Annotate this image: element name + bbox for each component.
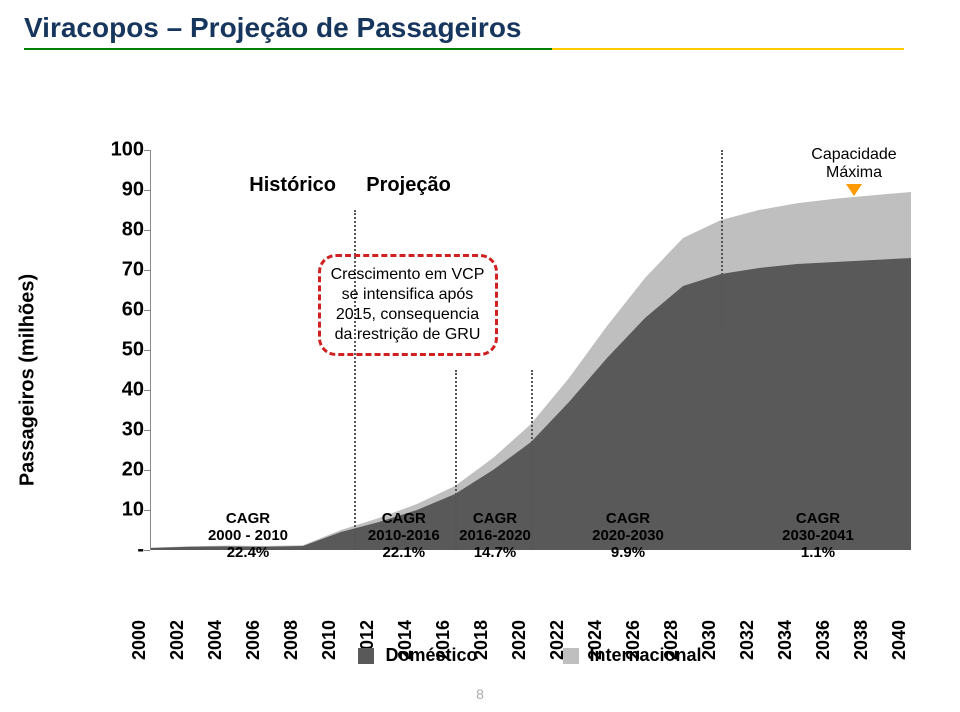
title-underline [24, 48, 904, 50]
y-tick: 10 [122, 499, 144, 522]
capacity-marker-icon [846, 184, 862, 196]
legend-swatch-domestic [358, 648, 374, 664]
x-axis-ticks: 2000200220042006200820102012201420162018… [150, 550, 910, 640]
y-tick: 50 [122, 339, 144, 362]
legend-label-international: Internacional [590, 645, 702, 665]
label-historico: Histórico [249, 174, 336, 197]
y-tick: 30 [122, 419, 144, 442]
capacity-label: CapacidadeMáxima [804, 146, 904, 182]
callout-box: Crescimento em VCPse intensifica após201… [318, 254, 498, 356]
y-tick: 20 [122, 459, 144, 482]
y-tick: 40 [122, 379, 144, 402]
x-tick: 2000 [129, 620, 150, 660]
page-number: 8 [476, 686, 484, 702]
chart: Passageiros (milhões) -10203040506070809… [40, 150, 920, 610]
y-tick: 90 [122, 179, 144, 202]
legend-item-international: Internacional [563, 645, 702, 666]
y-tick: 100 [111, 139, 144, 162]
y-tick: 70 [122, 259, 144, 282]
label-projecao: Projeção [366, 174, 450, 197]
page-title: Viracopos – Projeção de Passageiros [24, 12, 936, 44]
legend-label-domestic: Doméstico [385, 645, 477, 665]
y-tick: 80 [122, 219, 144, 242]
y-tick: 60 [122, 299, 144, 322]
plot-area: Histórico Projeção Crescimento em VCPse in… [150, 150, 910, 550]
slide: Viracopos – Projeção de Passageiros Pass… [0, 0, 960, 712]
y-axis-label: Passageiros (milhões) [17, 274, 40, 486]
y-axis-ticks: -102030405060708090100 [100, 150, 150, 550]
legend-item-domestic: Doméstico [358, 645, 477, 666]
legend: Doméstico Internacional [150, 645, 910, 666]
y-tick: - [137, 539, 144, 562]
vline [721, 150, 723, 330]
legend-swatch-international [563, 648, 579, 664]
